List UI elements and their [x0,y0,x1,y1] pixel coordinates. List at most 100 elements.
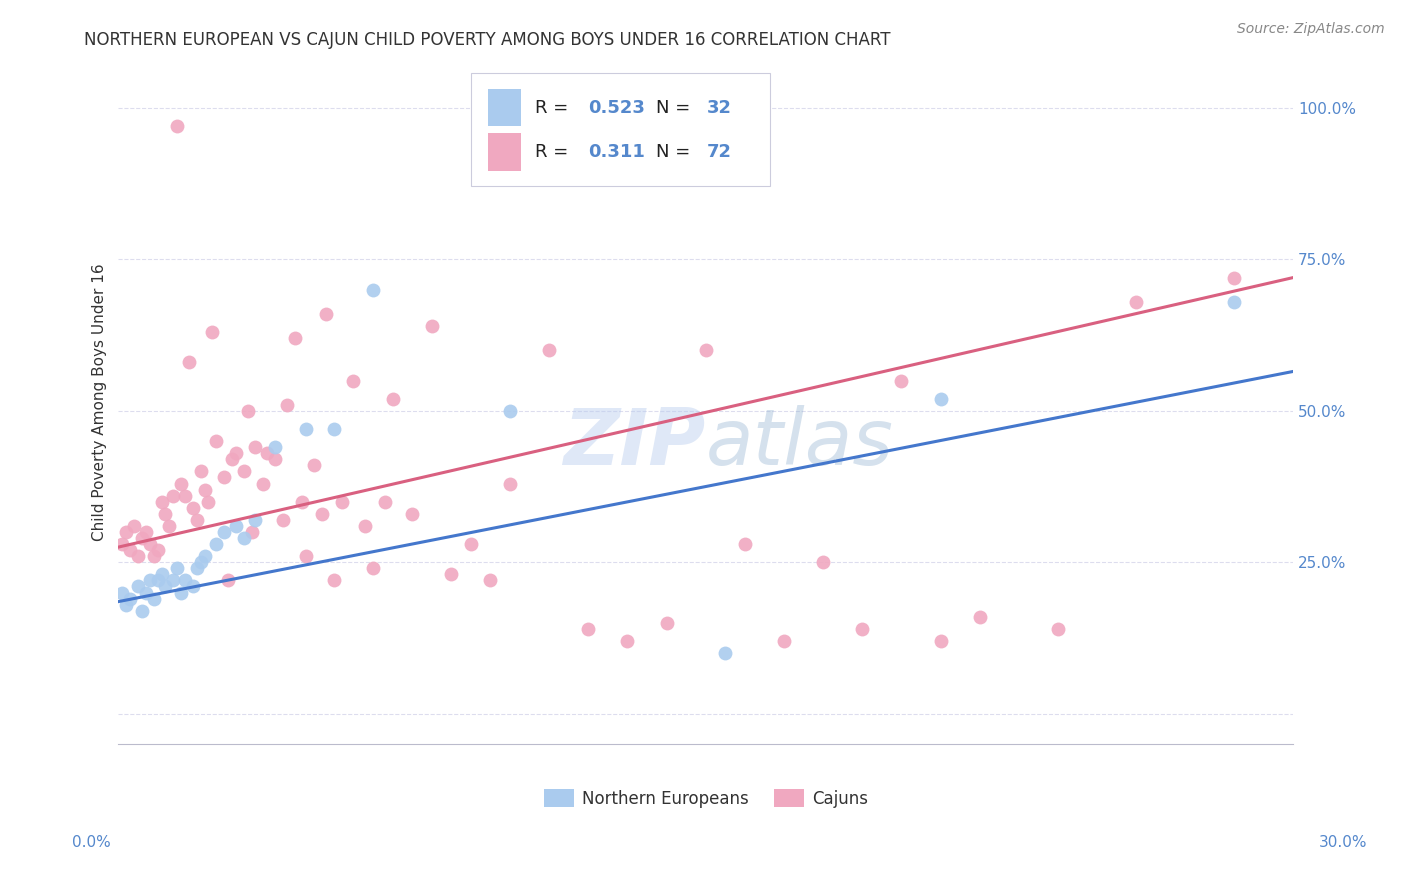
Text: R =: R = [536,98,575,117]
Point [186,513,208,527]
Point [120,591,142,606]
Bar [488,133,522,170]
Point [773,634,796,648]
Point [127,549,149,564]
Point [142,549,165,564]
Point [890,374,912,388]
Point [205,537,228,551]
Point [499,404,522,418]
Point [201,325,224,339]
Point [166,561,188,575]
Point [155,507,177,521]
Point [284,331,307,345]
Point [142,591,165,606]
Point [374,494,396,508]
Point [1047,622,1070,636]
Point [115,598,138,612]
Point [170,585,193,599]
Point [155,579,177,593]
Point [440,567,463,582]
Point [139,574,162,588]
Point [111,585,134,599]
Point [131,604,153,618]
Text: NORTHERN EUROPEAN VS CAJUN CHILD POVERTY AMONG BOYS UNDER 16 CORRELATION CHART: NORTHERN EUROPEAN VS CAJUN CHILD POVERTY… [84,31,891,49]
Point [236,404,259,418]
Point [146,543,169,558]
Point [714,646,737,660]
Point [256,446,278,460]
Point [111,537,134,551]
Point [291,494,314,508]
Point [616,634,638,648]
Point [276,398,298,412]
Point [177,355,200,369]
Point [174,574,197,588]
Point [734,537,756,551]
FancyBboxPatch shape [471,73,770,186]
Point [162,489,184,503]
Point [929,392,952,406]
Point [401,507,423,521]
Point [157,519,180,533]
Point [139,537,162,551]
Text: 30.0%: 30.0% [1319,836,1367,850]
Text: R =: R = [536,143,581,161]
Point [212,470,235,484]
Point [479,574,502,588]
Point [181,500,204,515]
Y-axis label: Child Poverty Among Boys Under 16: Child Poverty Among Boys Under 16 [93,263,107,541]
Point [190,555,212,569]
Point [221,452,243,467]
Point [576,622,599,636]
Point [1125,294,1147,309]
Legend: Northern Europeans, Cajuns: Northern Europeans, Cajuns [537,783,875,814]
Point [245,513,267,527]
Point [851,622,873,636]
Point [245,440,267,454]
Text: N =: N = [657,143,696,161]
Point [420,319,443,334]
Point [264,440,287,454]
Point [174,489,197,503]
Point [322,574,344,588]
Point [295,549,318,564]
Point [969,609,991,624]
Point [190,464,212,478]
Text: ZIP: ZIP [564,405,706,481]
Point [135,524,157,539]
Point [127,579,149,593]
Point [361,283,384,297]
Point [1223,294,1246,309]
Point [150,494,173,508]
Point [120,543,142,558]
Point [252,476,274,491]
Point [197,494,219,508]
Point [315,307,337,321]
Text: Source: ZipAtlas.com: Source: ZipAtlas.com [1237,22,1385,37]
Point [381,392,404,406]
Point [135,585,157,599]
Point [194,549,217,564]
Point [115,524,138,539]
Point [122,519,145,533]
Text: 0.0%: 0.0% [72,836,111,850]
Point [225,519,247,533]
Point [146,574,169,588]
Point [166,119,188,133]
Point [330,494,353,508]
Point [354,519,377,533]
Point [302,458,325,473]
Point [811,555,834,569]
Point [181,579,204,593]
Text: 0.311: 0.311 [588,143,645,161]
Point [322,422,344,436]
Text: N =: N = [657,98,696,117]
Point [311,507,333,521]
Point [271,513,294,527]
Point [695,343,717,358]
Point [194,483,217,497]
Point [460,537,482,551]
Point [499,476,522,491]
Point [232,464,254,478]
Point [240,524,263,539]
